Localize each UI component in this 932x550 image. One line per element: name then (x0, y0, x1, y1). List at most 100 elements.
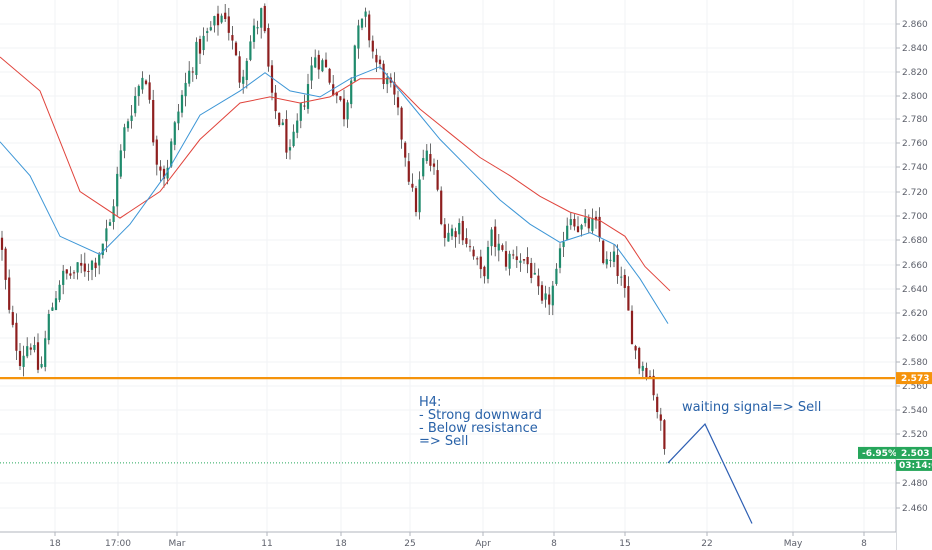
candle-61 (220, 13, 223, 24)
candle-88 (317, 50, 320, 79)
candle-63 (227, 7, 230, 41)
x-tick-label-6: Apr (475, 539, 491, 549)
candle-12 (44, 330, 47, 372)
candle-103 (371, 35, 374, 59)
y-tick-label-14: 2.580 (902, 358, 928, 368)
candle-145 (522, 258, 526, 264)
analysis-line-1: - Strong downward (419, 408, 542, 423)
candle-44 (159, 160, 162, 182)
candle-77 (278, 112, 281, 127)
change-label: -6.95% (862, 449, 897, 459)
candle-129 (465, 228, 468, 248)
candle-50 (180, 90, 184, 118)
candle-62 (224, 3, 227, 22)
y-tick-label-0: 2.860 (902, 20, 928, 30)
candle-5 (18, 342, 22, 370)
candle-176 (634, 344, 637, 360)
x-tick-label-4: 18 (335, 539, 347, 549)
x-tick-label-0: 18 (49, 539, 61, 549)
candle-86 (310, 56, 313, 89)
candle-87 (314, 49, 317, 69)
x-tick-label-11: 8 (861, 539, 867, 549)
candle-172 (620, 266, 623, 286)
candle-184 (663, 419, 666, 455)
candle-21 (76, 262, 79, 280)
x-tick-label-5: 25 (404, 539, 415, 549)
candle-130 (468, 239, 472, 252)
candle-94 (339, 96, 342, 102)
candle-60 (216, 5, 220, 36)
candle-1 (4, 246, 7, 290)
candle-37 (134, 87, 137, 117)
y-tick-label-12: 2.620 (902, 309, 928, 319)
candle-166 (598, 207, 601, 242)
x-axis[interactable]: 18 17:00 Mar 11 18 25 Apr 8 15 22 May 8 (0, 531, 896, 550)
candle-178 (641, 361, 644, 379)
candle-96 (346, 99, 349, 128)
candle-131 (472, 246, 475, 260)
y-tick-label-1: 2.840 (902, 44, 928, 54)
candle-135 (486, 240, 490, 284)
candle-116 (418, 171, 421, 220)
candle-128 (461, 216, 464, 246)
y-tick-label-11: 2.640 (902, 285, 928, 295)
candle-0 (0, 230, 4, 261)
candle-3 (11, 305, 14, 328)
candle-171 (616, 244, 619, 284)
candle-167 (602, 239, 605, 265)
candle-69 (249, 35, 252, 62)
candle-114 (411, 173, 414, 192)
candle-19 (69, 266, 72, 279)
candle-55 (198, 35, 202, 65)
candlestick-series (0, 3, 666, 455)
candle-66 (238, 51, 241, 88)
y-tick-label-8: 2.700 (902, 212, 928, 222)
candle-2 (8, 269, 11, 314)
candle-30 (108, 218, 112, 226)
candle-154 (555, 263, 558, 286)
candle-158 (569, 212, 572, 230)
candle-133 (479, 249, 482, 279)
candle-70 (252, 18, 256, 49)
last-price-tag: -6.95% 2.503 03:14:07 (858, 446, 932, 471)
candle-48 (173, 120, 176, 151)
candle-81 (292, 124, 295, 148)
candle-17 (62, 264, 65, 295)
candle-169 (609, 251, 612, 268)
candle-134 (483, 265, 486, 284)
candle-9 (33, 336, 36, 353)
candle-57 (206, 27, 209, 42)
candle-85 (306, 73, 310, 114)
price-levels (0, 376, 895, 464)
y-axis[interactable]: 2.860 2.840 2.820 2.800 2.780 2.760 2.740 2.720… (858, 0, 932, 550)
candle-22 (80, 254, 83, 274)
candle-11 (40, 356, 43, 369)
candle-68 (245, 58, 248, 89)
candle-97 (350, 77, 353, 109)
candle-73 (263, 3, 266, 34)
x-tick-label-2: Mar (169, 539, 186, 549)
candle-115 (414, 185, 418, 217)
candle-101 (364, 7, 367, 28)
x-tick-label-1: 17:00 (105, 539, 131, 549)
candle-92 (332, 75, 335, 97)
candle-91 (328, 67, 331, 85)
candle-159 (573, 214, 576, 231)
candle-75 (270, 60, 274, 101)
candle-54 (195, 37, 198, 80)
candle-182 (656, 393, 659, 419)
candle-74 (267, 23, 270, 72)
candle-98 (353, 44, 356, 82)
y-tick-label-7: 2.720 (902, 188, 928, 198)
candle-8 (29, 343, 32, 356)
countdown-label: 03:14:07 (899, 461, 932, 471)
y-tick-label-18: 2.480 (902, 479, 928, 489)
y-tick-label-2: 2.820 (902, 68, 928, 78)
candle-18 (65, 269, 68, 280)
candle-26 (94, 257, 97, 277)
candle-76 (274, 85, 277, 119)
candle-56 (202, 27, 205, 56)
candle-90 (324, 52, 328, 68)
